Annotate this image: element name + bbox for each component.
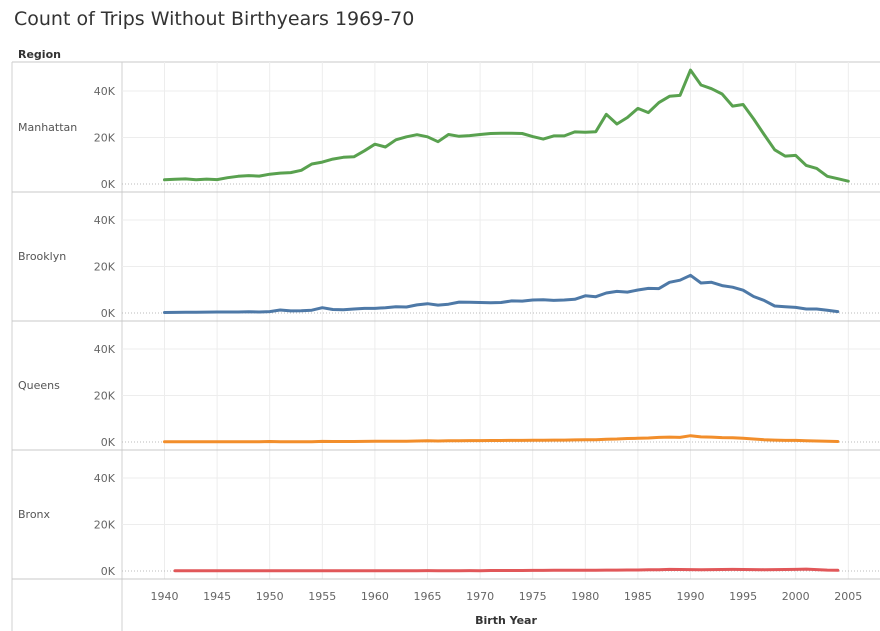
y-tick-label: 20K [94,390,116,403]
x-tick-label: 1965 [414,590,442,603]
x-tick-label: 2000 [782,590,810,603]
x-tick-label: 1950 [256,590,284,603]
y-tick-label: 0K [101,436,116,449]
y-tick-label: 40K [94,85,116,98]
series-line-bronx [173,567,840,573]
x-tick-label: 2005 [834,590,862,603]
row-label-queens: Queens [18,379,60,392]
x-tick-label: 1985 [624,590,652,603]
row-label-manhattan: Manhattan [18,121,77,134]
x-tick-label: 1970 [466,590,494,603]
y-tick-label: 0K [101,307,116,320]
series-line-queens [163,434,840,444]
y-tick-label: 20K [94,132,116,145]
row-header-label: Region [18,48,61,61]
x-tick-label: 1945 [203,590,231,603]
x-tick-label: 1980 [571,590,599,603]
y-tick-label: 40K [94,214,116,227]
x-tick-label: 1955 [308,590,336,603]
x-tick-label: 1995 [729,590,757,603]
x-tick-label: 1960 [361,590,389,603]
y-tick-label: 20K [94,519,116,532]
row-label-bronx: Bronx [18,508,51,521]
y-tick-label: 0K [101,178,116,191]
x-axis-title: Birth Year [475,614,537,627]
y-tick-label: 0K [101,565,116,578]
y-tick-label: 40K [94,343,116,356]
series-line-brooklyn [163,273,840,314]
chart-title: Count of Trips Without Birthyears 1969-7… [14,8,415,30]
y-tick-label: 20K [94,261,116,274]
row-label-brooklyn: Brooklyn [18,250,66,263]
x-tick-label: 1940 [151,590,179,603]
y-tick-label: 40K [94,472,116,485]
x-tick-label: 1975 [519,590,547,603]
x-tick-label: 1990 [677,590,705,603]
series-line-manhattan [163,68,850,183]
